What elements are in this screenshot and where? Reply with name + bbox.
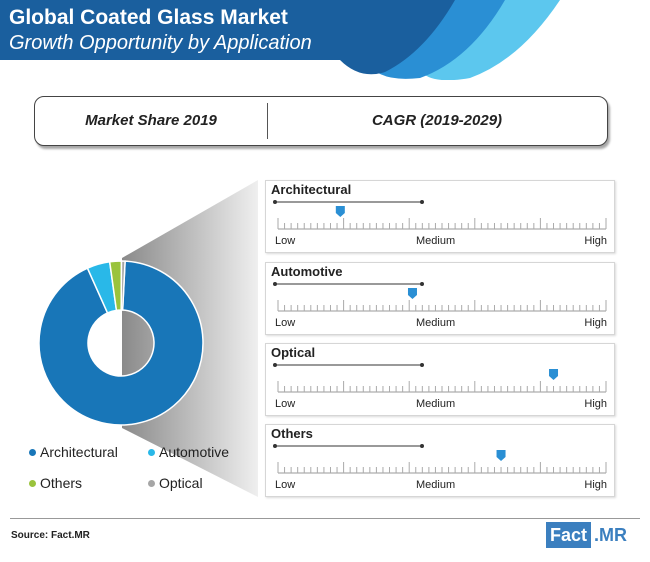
scale-medium-label: Medium (416, 479, 456, 491)
header-banner (0, 0, 650, 80)
legend-automotive: Automotive (148, 444, 229, 460)
cagr-panel-others: Others Low Medium High (265, 424, 615, 497)
cagr-scale (273, 282, 607, 312)
scale-medium-label: Medium (416, 235, 456, 247)
legend-dot-others (29, 479, 36, 487)
donut-slice-architectural (38, 260, 204, 426)
cagr-panel-optical: Optical Low Medium High (265, 343, 615, 416)
reference-dot-left (273, 363, 277, 367)
cagr-label: Optical (271, 345, 316, 360)
market-share-heading: Market Share 2019 (85, 112, 217, 129)
cagr-heading: CAGR (2019-2029) (371, 112, 503, 129)
reference-dot-left (273, 444, 277, 448)
scale-high-label: High (584, 235, 607, 247)
scale-low-label: Low (275, 479, 296, 491)
reference-dot-right (420, 363, 424, 367)
factmr-logo: Fact .MR (546, 522, 631, 548)
reference-dot-right (420, 200, 424, 204)
scale-low-label: Low (275, 398, 296, 410)
scale-low-label: Low (275, 235, 296, 247)
legend-label: Architectural (40, 444, 118, 460)
legend-architectural: Architectural (29, 444, 118, 460)
scale-medium-label: Medium (416, 317, 456, 329)
scale-high-label: High (584, 398, 607, 410)
source-note: Source: Fact.MR (11, 530, 90, 541)
cagr-panel-architectural: Architectural Low Medium High (265, 180, 615, 253)
tab-divider (267, 103, 268, 139)
reference-dot-left (273, 282, 277, 286)
reference-dot-left (273, 200, 277, 204)
legend-dot-optical (148, 479, 155, 487)
cagr-marker (496, 450, 506, 461)
reference-dot-right (420, 282, 424, 286)
logo-part-fact: Fact (546, 522, 592, 548)
cagr-label: Others (271, 426, 313, 441)
cagr-panel-automotive: Automotive Low Medium High (265, 262, 615, 335)
cagr-scale (273, 444, 607, 474)
scale-high-label: High (584, 479, 607, 491)
donut-slice-optical (120, 260, 126, 311)
cagr-scale (273, 363, 607, 393)
logo-part-mr: .MR (591, 522, 631, 548)
cagr-marker (407, 288, 417, 299)
legend-optical: Optical (148, 475, 203, 491)
cagr-label: Architectural (271, 182, 352, 197)
legend-others: Others (29, 475, 82, 491)
legend-dot-automotive (148, 448, 155, 456)
scale-low-label: Low (275, 317, 296, 329)
footer-divider (10, 518, 640, 519)
scale-medium-label: Medium (416, 398, 456, 410)
legend-dot-architectural (29, 448, 36, 456)
cagr-scale (273, 200, 607, 230)
reference-dot-right (420, 444, 424, 448)
cagr-marker (549, 369, 559, 380)
cagr-marker (335, 206, 345, 217)
legend-label: Optical (159, 475, 203, 491)
legend-label: Automotive (159, 444, 230, 460)
scale-high-label: High (584, 317, 607, 329)
section-header-box: Market Share 2019 CAGR (2019-2029) (34, 96, 608, 146)
page-title: Global Coated Glass Market (9, 6, 288, 29)
page-subtitle: Growth Opportunity by Application (9, 32, 312, 54)
cagr-label: Automotive (271, 264, 343, 279)
legend-label: Others (40, 475, 83, 491)
